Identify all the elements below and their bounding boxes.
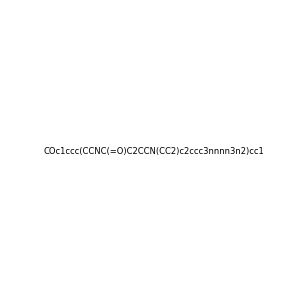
Text: COc1ccc(CCNC(=O)C2CCN(CC2)c2ccc3nnnn3n2)cc1: COc1ccc(CCNC(=O)C2CCN(CC2)c2ccc3nnnn3n2)… (44, 147, 264, 156)
